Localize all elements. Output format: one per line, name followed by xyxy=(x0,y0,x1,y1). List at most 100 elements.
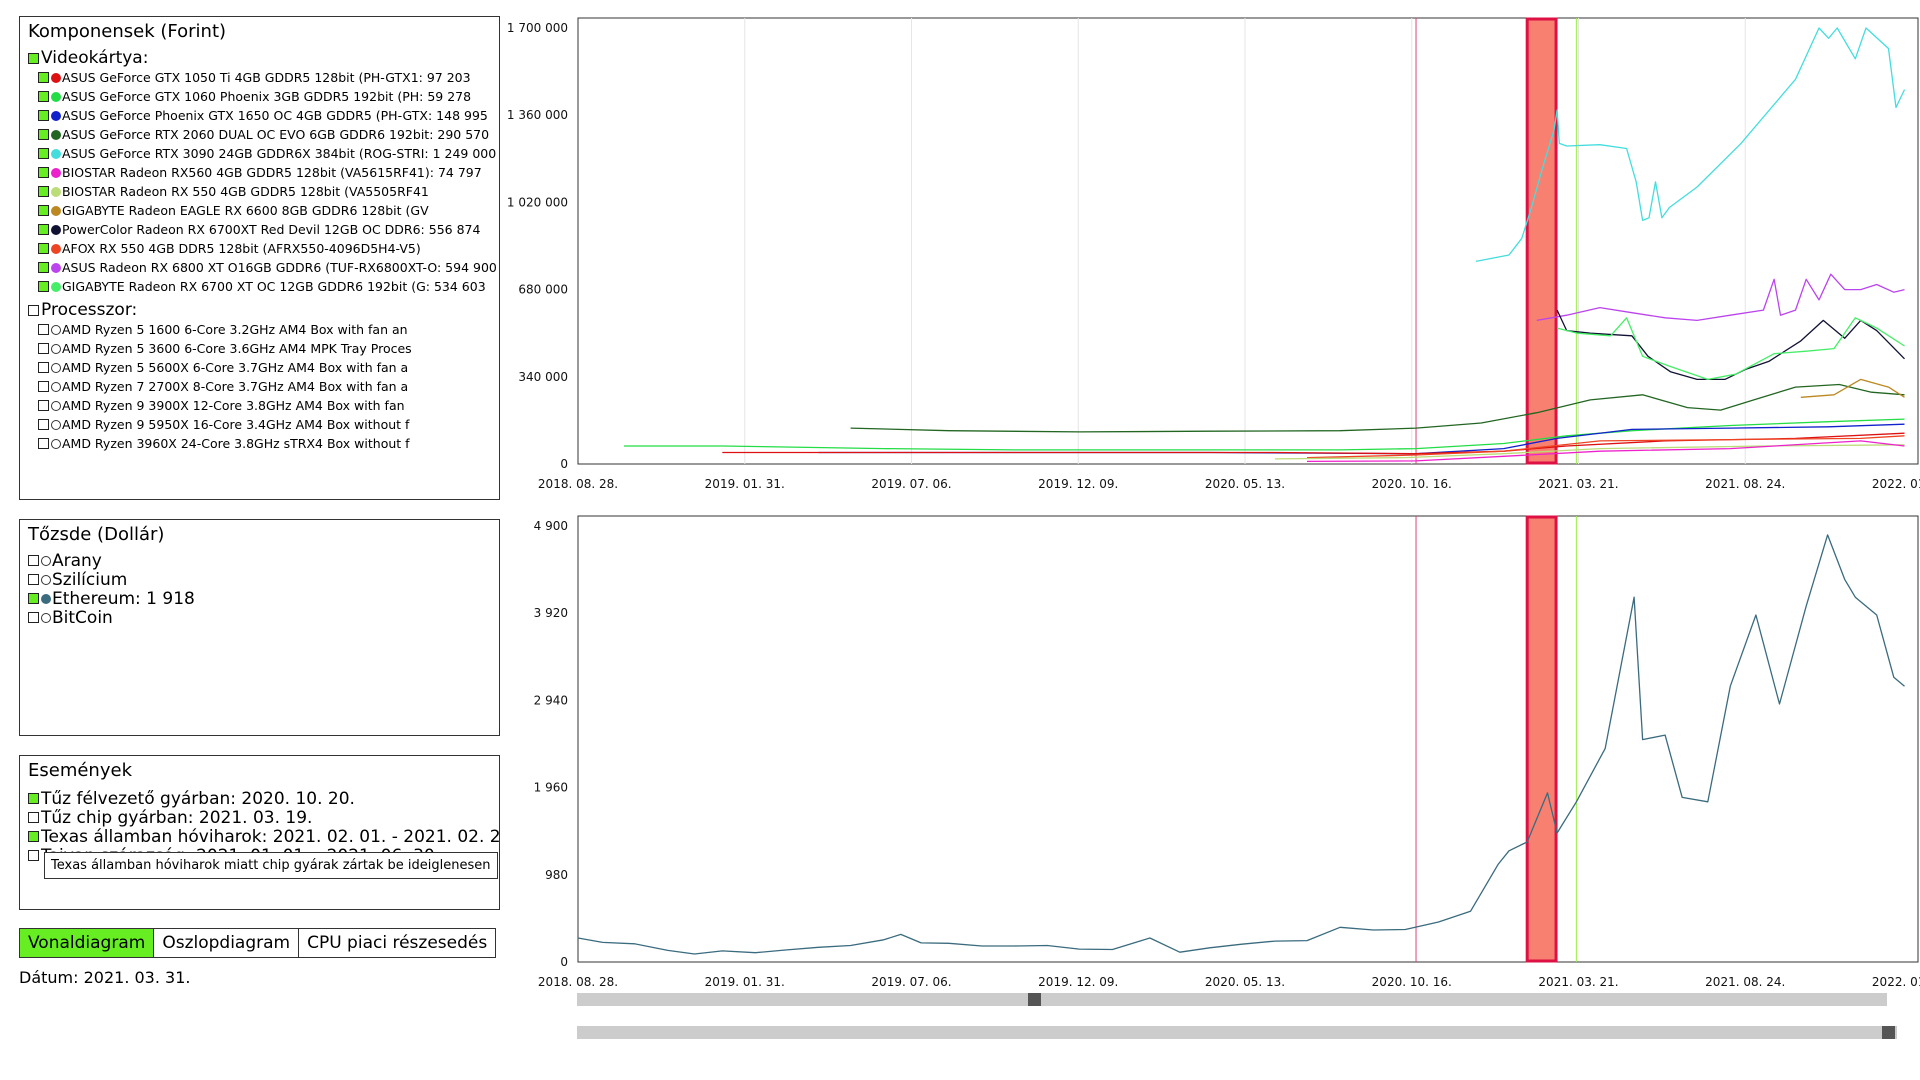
cpu-list-item[interactable]: AMD Ryzen 5 5600X 6-Core 3.7GHz AM4 Box … xyxy=(38,358,499,377)
gpu-item-checkbox[interactable] xyxy=(38,224,49,235)
gpu-list-item[interactable]: ASUS GeForce GTX 1050 Ti 4GB GDDR5 128bi… xyxy=(38,68,499,87)
event-item-label: Texas államban hóviharok: 2021. 02. 01. … xyxy=(41,827,499,846)
tab-cpu-market-share[interactable]: CPU piaci részesedés xyxy=(298,928,497,958)
event-item-checkbox[interactable] xyxy=(28,812,39,823)
gpu-item-checkbox[interactable] xyxy=(38,186,49,197)
event-list-item[interactable]: Tűz félvezető gyárban: 2020. 10. 20. xyxy=(28,789,499,808)
cpu-item-checkbox[interactable] xyxy=(38,324,49,335)
gpu-list-item[interactable]: ASUS Radeon RX 6800 XT O16GB GDDR6 (TUF-… xyxy=(38,258,499,277)
series-color-icon xyxy=(51,419,61,430)
stock-item-checkbox[interactable] xyxy=(28,574,39,585)
event-tooltip: Texas államban hóviharok miatt chip gyár… xyxy=(44,852,498,879)
gpu-list-item[interactable]: ASUS GeForce Phoenix GTX 1650 OC 4GB GDD… xyxy=(38,106,499,125)
gpu-item-label: ASUS GeForce Phoenix GTX 1650 OC 4GB GDD… xyxy=(62,108,488,123)
gpu-item-checkbox[interactable] xyxy=(38,72,49,83)
series-color-icon xyxy=(41,574,51,585)
gpu-item-checkbox[interactable] xyxy=(38,110,49,121)
cpu-list-item[interactable]: AMD Ryzen 9 5950X 16-Core 3.4GHz AM4 Box… xyxy=(38,415,499,434)
gpu-item-label: ASUS GeForce GTX 1050 Ti 4GB GDDR5 128bi… xyxy=(62,70,471,85)
x-tick-label: 2019. 12. 09. xyxy=(1038,975,1118,989)
cpu-section-header[interactable]: Processzor: xyxy=(28,300,499,320)
stock-list-item[interactable]: Szilícium xyxy=(28,570,499,589)
gpu-list-item[interactable]: GIGABYTE Radeon RX 6700 XT OC 12GB GDDR6… xyxy=(38,277,499,296)
plot-area xyxy=(577,515,1919,963)
gpu-list-item[interactable]: GIGABYTE Radeon EAGLE RX 6600 8GB GDDR6 … xyxy=(38,201,499,220)
cpu-section-checkbox[interactable] xyxy=(28,304,39,316)
stock-list-item[interactable]: Arany xyxy=(28,551,499,570)
gpu-item-checkbox[interactable] xyxy=(38,129,49,140)
gpu-section-header[interactable]: Videokártya: xyxy=(28,48,499,68)
components-panel-title: Komponensek (Forint) xyxy=(28,21,227,42)
stock-item-checkbox[interactable] xyxy=(28,593,39,604)
gpu-item-checkbox[interactable] xyxy=(38,148,49,159)
cpu-list-item[interactable]: AMD Ryzen 5 1600 6-Core 3.2GHz AM4 Box w… xyxy=(38,320,499,339)
y-tick-label: 2 940 xyxy=(534,693,568,707)
gpu-list-item[interactable]: BIOSTAR Radeon RX 550 4GB GDDR5 128bit (… xyxy=(38,182,499,201)
gpu-list-item[interactable]: PowerColor Radeon RX 6700XT Red Devil 12… xyxy=(38,220,499,239)
cpu-item-checkbox[interactable] xyxy=(38,438,49,449)
zoom-scroll-thumb[interactable] xyxy=(1882,1026,1895,1039)
cpu-item-checkbox[interactable] xyxy=(38,419,49,430)
stock-item-label: Arany xyxy=(52,551,102,570)
cpu-section-label: Processzor: xyxy=(41,300,138,320)
components-price-chart[interactable]: 2018. 08. 28. 2019. 01. 31. 2019. 07. 06. 2… xyxy=(500,16,1920,498)
gpu-item-label: ASUS GeForce RTX 3090 24GB GDDR6X 384bit… xyxy=(62,146,497,161)
gpu-item-checkbox[interactable] xyxy=(38,243,49,254)
gpu-section-checkbox[interactable] xyxy=(28,52,39,64)
gpu-list-item[interactable]: ASUS GeForce RTX 2060 DUAL OC EVO 6GB GD… xyxy=(38,125,499,144)
stock-item-checkbox[interactable] xyxy=(28,555,39,566)
event-item-checkbox[interactable] xyxy=(28,793,39,804)
cpu-list-item[interactable]: AMD Ryzen 5 3600 6-Core 3.6GHz AM4 MPK T… xyxy=(38,339,499,358)
x-tick-label: 2018. 08. 28. xyxy=(538,975,618,989)
stock-list-item[interactable]: Ethereum: 1 918 xyxy=(28,589,499,608)
gpu-item-checkbox[interactable] xyxy=(38,167,49,178)
cpu-item-checkbox[interactable] xyxy=(38,381,49,392)
x-tick-label: 2021. 03. 21. xyxy=(1538,477,1618,491)
zoom-scrollbar[interactable] xyxy=(577,1026,1897,1039)
event-list-item[interactable]: Tűz chip gyárban: 2021. 03. 19. xyxy=(28,808,499,827)
event-item-checkbox[interactable] xyxy=(28,831,39,842)
gpu-item-checkbox[interactable] xyxy=(38,281,49,292)
y-tick-label: 980 xyxy=(545,868,568,882)
cpu-item-checkbox[interactable] xyxy=(38,343,49,354)
time-range-scroll-thumb[interactable] xyxy=(1028,993,1041,1006)
cpu-item-label: AMD Ryzen 9 5950X 16-Core 3.4GHz AM4 Box… xyxy=(62,417,410,432)
tab-line-chart[interactable]: Vonaldiagram xyxy=(19,928,155,958)
cpu-item-checkbox[interactable] xyxy=(38,362,49,373)
series-line xyxy=(577,534,1905,955)
gpu-list-item[interactable]: BIOSTAR Radeon RX560 4GB GDDR5 128bit (V… xyxy=(38,163,499,182)
series-color-icon xyxy=(51,72,61,83)
gpu-item-label: BIOSTAR Radeon RX 550 4GB GDDR5 128bit (… xyxy=(62,184,429,199)
gpu-list-item[interactable]: ASUS GeForce RTX 3090 24GB GDDR6X 384bit… xyxy=(38,144,499,163)
y-tick-label: 0 xyxy=(560,457,568,471)
x-tick-label: 2022. 01. 27. xyxy=(1872,975,1920,989)
cpu-list-item[interactable]: AMD Ryzen 9 3900X 12-Core 3.8GHz AM4 Box… xyxy=(38,396,499,415)
gpu-item-checkbox[interactable] xyxy=(38,262,49,273)
gpu-list-item[interactable]: ASUS GeForce GTX 1060 Phoenix 3GB GDDR5 … xyxy=(38,87,499,106)
gpu-item-checkbox[interactable] xyxy=(38,91,49,102)
series-color-icon xyxy=(51,400,61,411)
event-list-item[interactable]: Texas államban hóviharok: 2021. 02. 01. … xyxy=(28,827,499,846)
gpu-item-label: GIGABYTE Radeon EAGLE RX 6600 8GB GDDR6 … xyxy=(62,203,429,218)
stock-list-item[interactable]: BitCoin xyxy=(28,608,499,627)
series-line xyxy=(1306,440,1905,463)
cpu-item-checkbox[interactable] xyxy=(38,400,49,411)
gpu-item-checkbox[interactable] xyxy=(38,205,49,216)
event-item-checkbox[interactable] xyxy=(28,850,39,861)
stock-price-chart[interactable]: 2018. 08. 28. 2019. 01. 31. 2019. 07. 06. 2… xyxy=(500,514,1920,996)
y-tick-label: 1 360 000 xyxy=(507,108,568,122)
gpu-list-item[interactable]: AFOX RX 550 4GB DDR5 128bit (AFRX550-409… xyxy=(38,239,499,258)
series-line xyxy=(1800,378,1905,398)
x-tick-label: 2019. 01. 31. xyxy=(705,477,785,491)
time-range-scrollbar[interactable] xyxy=(577,993,1887,1006)
x-tick-label: 2020. 10. 16. xyxy=(1372,975,1452,989)
cpu-list-item[interactable]: AMD Ryzen 7 2700X 8-Core 3.7GHz AM4 Box … xyxy=(38,377,499,396)
event-item-label: Tűz félvezető gyárban: 2020. 10. 20. xyxy=(41,789,355,808)
x-tick-label: 2020. 05. 13. xyxy=(1205,477,1285,491)
gpu-item-label: GIGABYTE Radeon RX 6700 XT OC 12GB GDDR6… xyxy=(62,279,486,294)
cpu-list-item[interactable]: AMD Ryzen 3960X 24-Core 3.8GHz sTRX4 Box… xyxy=(38,434,499,453)
gpu-section-label: Videokártya: xyxy=(41,48,149,68)
series-color-icon xyxy=(41,555,51,566)
tab-bar-chart[interactable]: Oszlopdiagram xyxy=(153,928,300,958)
stock-item-checkbox[interactable] xyxy=(28,612,39,623)
